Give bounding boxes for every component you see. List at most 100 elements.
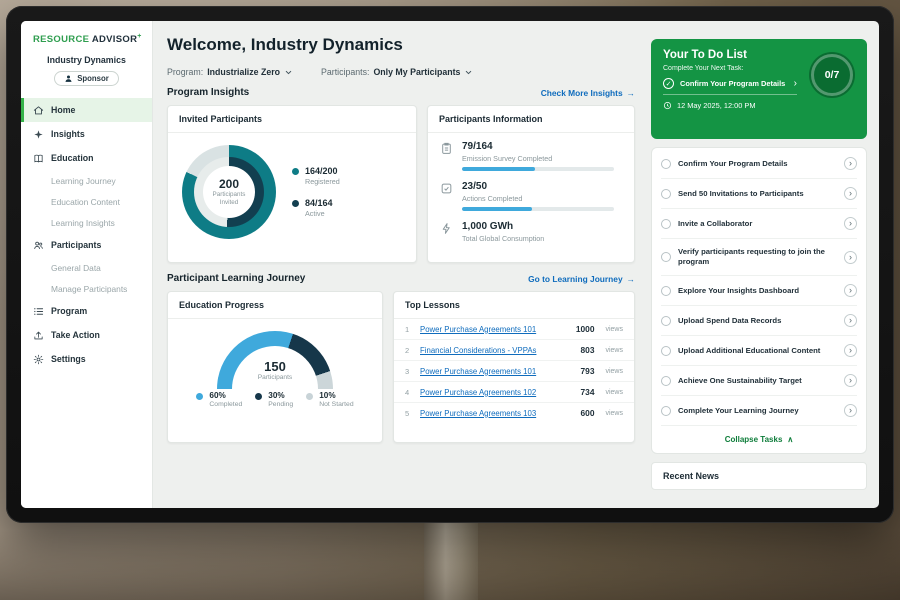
progress-bar-fill	[462, 207, 532, 211]
sidebar-item-learning-journey[interactable]: Learning Journey	[21, 170, 152, 191]
sidebar-item-home[interactable]: Home	[21, 98, 152, 123]
legend-value: 164/200	[305, 166, 338, 176]
task-row[interactable]: Complete Your Learning Journey ›	[661, 396, 857, 426]
sidebar-item-education-content[interactable]: Education Content	[21, 191, 152, 212]
chevron-right-icon: ›	[793, 77, 797, 89]
sidebar-item-label: Insights	[51, 129, 85, 140]
sidebar-item-manage-participants[interactable]: Manage Participants	[21, 278, 152, 299]
donut-center-value: 200	[218, 177, 240, 192]
next-task-row[interactable]: ✓ Confirm Your Program Details ›	[663, 78, 797, 95]
top-lessons-card: Top Lessons 1 Power Purchase Agreements …	[393, 291, 635, 443]
check-circle-icon: ✓	[663, 78, 674, 89]
program-filter-label: Program:	[167, 67, 204, 77]
chevron-right-icon[interactable]: ›	[844, 374, 857, 387]
todo-hero-card: Your To Do List Complete Your Next Task:…	[651, 39, 867, 139]
task-checkbox[interactable]	[661, 375, 671, 386]
task-label: Invite a Collaborator	[678, 218, 753, 228]
chevron-right-icon[interactable]: ›	[844, 157, 857, 170]
sidebar-item-program[interactable]: Program	[21, 299, 152, 323]
participants-information-card: Participants Information 79/164 Emission…	[427, 105, 635, 263]
lesson-rank: 2	[405, 345, 410, 355]
task-checkbox[interactable]	[661, 285, 671, 296]
chevron-right-icon[interactable]: ›	[844, 284, 857, 297]
education-progress-card: Education Progress 150 Participants	[167, 291, 383, 443]
sidebar-item-general-data[interactable]: General Data	[21, 257, 152, 278]
gauge-center-label: Participants	[257, 374, 293, 381]
task-checkbox[interactable]	[661, 405, 671, 416]
sidebar-item-education[interactable]: Education	[21, 146, 152, 170]
chevron-right-icon[interactable]: ›	[844, 250, 857, 264]
lesson-row[interactable]: 5 Power Purchase Agreements 103 600 view…	[394, 403, 634, 423]
sidebar-item-insights[interactable]: Insights	[21, 122, 152, 146]
legend-dot-pending	[255, 393, 263, 400]
metric-label: Emission Survey Completed	[462, 154, 553, 163]
participants-filter-label: Participants:	[321, 67, 370, 77]
chevron-down-icon	[284, 68, 293, 77]
todo-subtitle: Complete Your Next Task:	[663, 65, 744, 72]
task-checkbox[interactable]	[661, 252, 671, 262]
task-row[interactable]: Explore Your Insights Dashboard ›	[661, 276, 857, 306]
legend-dot-registered	[292, 168, 299, 175]
go-to-learning-journey-link[interactable]: Go to Learning Journey →	[528, 274, 635, 284]
chevron-right-icon[interactable]: ›	[844, 217, 857, 230]
brand-plus: +	[137, 33, 142, 40]
sidebar-item-participants[interactable]: Participants	[21, 233, 152, 257]
lesson-link[interactable]: Power Purchase Agreements 102	[420, 387, 537, 397]
lesson-link[interactable]: Power Purchase Agreements 101	[420, 366, 537, 376]
check-more-insights-link[interactable]: Check More Insights →	[541, 88, 635, 98]
chevron-right-icon[interactable]: ›	[844, 344, 857, 357]
recent-news-header[interactable]: Recent News	[651, 462, 867, 490]
legend-item: 30% Pending	[255, 391, 293, 408]
sidebar-item-learning-insights[interactable]: Learning Insights	[21, 212, 152, 233]
card-title: Participants Information	[428, 106, 634, 133]
sidebar-item-settings[interactable]: Settings	[21, 347, 152, 371]
sidebar-item-label: Settings	[51, 354, 86, 365]
lesson-row[interactable]: 1 Power Purchase Agreements 101 1000 vie…	[394, 319, 634, 340]
gauge-legend: 60% Completed 30% Pending	[168, 391, 382, 408]
task-row[interactable]: Send 50 Invitations to Participants ›	[661, 179, 857, 209]
chevron-right-icon[interactable]: ›	[844, 187, 857, 200]
program-filter[interactable]: Program: Industrialize Zero	[167, 67, 293, 77]
metric-label: Total Global Consumption	[462, 234, 545, 243]
lesson-row[interactable]: 3 Power Purchase Agreements 101 793 view…	[394, 361, 634, 382]
task-row[interactable]: Verify participants requesting to join t…	[661, 239, 857, 276]
due-date-row: 12 May 2025, 12:00 PM	[663, 101, 855, 110]
section-title-program-insights: Program Insights	[167, 87, 250, 98]
task-row[interactable]: Achieve One Sustainability Target ›	[661, 366, 857, 396]
lesson-link[interactable]: Power Purchase Agreements 101	[420, 324, 537, 334]
task-row[interactable]: Invite a Collaborator ›	[661, 209, 857, 239]
sponsor-badge[interactable]: Sponsor	[54, 71, 119, 87]
task-checkbox[interactable]	[661, 218, 671, 229]
task-checkbox[interactable]	[661, 188, 671, 199]
task-row[interactable]: Confirm Your Program Details ›	[661, 149, 857, 179]
task-row[interactable]: Upload Spend Data Records ›	[661, 306, 857, 336]
recent-news-label: Recent News	[663, 471, 720, 481]
legend-dot-completed	[196, 393, 204, 400]
legend-item: 10% Not Started	[306, 391, 354, 408]
task-checkbox[interactable]	[661, 158, 671, 169]
participants-filter[interactable]: Participants: Only My Participants	[321, 67, 473, 77]
take-action-icon	[33, 330, 44, 341]
task-checkbox[interactable]	[661, 345, 671, 356]
lesson-views-label: views	[605, 325, 623, 333]
chevron-right-icon[interactable]: ›	[844, 314, 857, 327]
task-label: Send 50 Invitations to Participants	[678, 188, 804, 198]
check-square-icon	[440, 182, 453, 195]
lesson-row[interactable]: 2 Financial Considerations - VPPAs 803 v…	[394, 340, 634, 361]
lesson-row[interactable]: 4 Power Purchase Agreements 102 734 view…	[394, 382, 634, 403]
lesson-link[interactable]: Financial Considerations - VPPAs	[420, 345, 537, 355]
sidebar-item-label: Manage Participants	[51, 283, 128, 294]
task-checkbox[interactable]	[661, 315, 671, 326]
learning-cards-row: Education Progress 150 Participants	[167, 291, 635, 443]
legend-label: Completed	[209, 401, 243, 408]
sidebar-item-take-action[interactable]: Take Action	[21, 323, 152, 347]
task-row[interactable]: Upload Additional Educational Content ›	[661, 336, 857, 366]
chevron-right-icon[interactable]: ›	[844, 404, 857, 417]
collapse-tasks-button[interactable]: Collapse Tasks ∧	[661, 426, 857, 452]
sidebar-nav: Home Insights Education Learning Journey	[21, 98, 152, 371]
legend-value: 60%	[209, 391, 226, 400]
card-title: Invited Participants	[168, 106, 416, 133]
dashboard-screen: RESOURCE ADVISOR+ Industry Dynamics Spon…	[21, 21, 879, 508]
lesson-link[interactable]: Power Purchase Agreements 103	[420, 408, 537, 418]
